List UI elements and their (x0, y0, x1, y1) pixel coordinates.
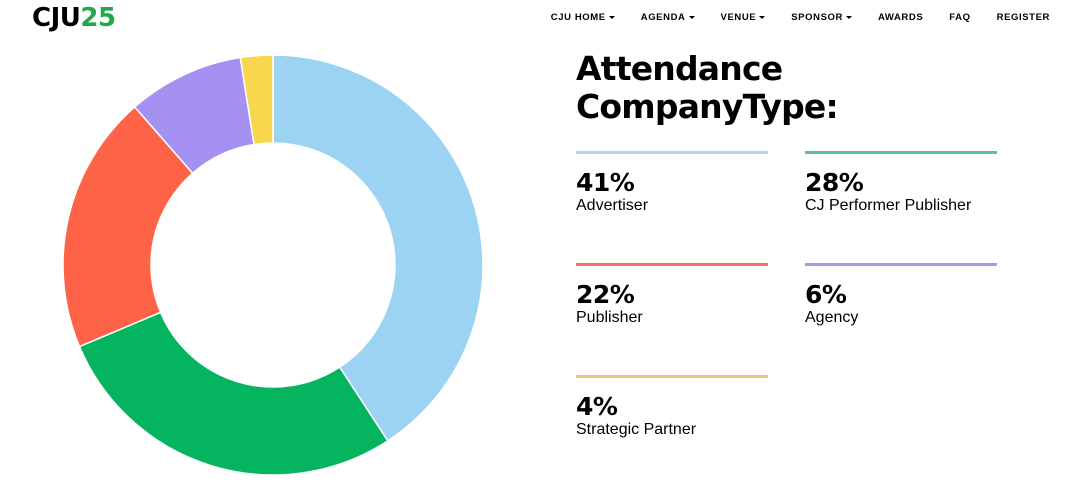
stat-percent: 4% (576, 392, 618, 421)
logo-prefix: CJU (32, 3, 81, 33)
stat-label: Advertiser (576, 197, 649, 214)
nav-label: AGENDA (640, 12, 686, 23)
nav-venue[interactable]: VENUE (721, 12, 766, 23)
stat-cj-performer-publisher: 28% CJ Performer Publisher (805, 151, 997, 216)
nav-label: AWARDS (877, 12, 924, 23)
nav-register[interactable]: REGISTER (997, 12, 1050, 23)
stat-rule (576, 375, 768, 378)
nav-label: FAQ (949, 12, 971, 23)
stat-rule (576, 263, 768, 266)
stat-agency: 6% Agency (805, 263, 997, 328)
nav-faq[interactable]: FAQ (949, 12, 970, 23)
nav-label: CJU HOME (550, 12, 606, 23)
stat-label: Agency (805, 309, 859, 326)
nav-awards[interactable]: AWARDS (878, 12, 923, 23)
nav-label: REGISTER (996, 12, 1050, 23)
donut-slice-strategic-partner (239, 54, 274, 146)
nav-cju-home[interactable]: CJU HOME (551, 12, 615, 23)
nav-label: VENUE (720, 12, 757, 23)
donut-chart-svg (62, 54, 484, 476)
caret-down-icon (688, 16, 695, 19)
stat-rule (805, 263, 997, 266)
stat-label: CJ Performer Publisher (805, 197, 972, 214)
title-line-2: CompanyType: (576, 87, 839, 126)
stat-rule (805, 151, 997, 154)
stat-publisher: 22% Publisher (576, 263, 768, 328)
stat-percent: 41% (576, 168, 635, 197)
stat-percent: 6% (805, 280, 847, 309)
caret-down-icon (759, 16, 766, 19)
donut-slice-advertiser (272, 54, 484, 442)
caret-down-icon (608, 16, 615, 19)
stat-label: Strategic Partner (576, 421, 697, 438)
stat-label: Publisher (576, 309, 643, 326)
stat-strategic-partner: 4% Strategic Partner (576, 375, 768, 440)
donut-slice-publisher (62, 105, 194, 348)
stat-percent: 28% (805, 168, 864, 197)
donut-chart (52, 44, 494, 486)
title-line-1: Attendance (576, 49, 783, 88)
nav-agenda[interactable]: AGENDA (641, 12, 695, 23)
stat-percent: 22% (576, 280, 635, 309)
stat-rule (576, 151, 768, 154)
donut-slice-cj-performer-publisher (78, 311, 389, 476)
nav-label: SPONSOR (791, 12, 843, 23)
main-nav: CJU HOME AGENDA VENUE SPONSOR AWARDS FAQ… (525, 12, 1050, 23)
stat-advertiser: 41% Advertiser (576, 151, 768, 216)
section-title: Attendance CompanyType: (576, 49, 839, 126)
nav-sponsor[interactable]: SPONSOR (791, 12, 852, 23)
caret-down-icon (845, 16, 852, 19)
site-logo[interactable]: CJU25 (32, 3, 116, 33)
logo-suffix: 25 (80, 3, 116, 33)
